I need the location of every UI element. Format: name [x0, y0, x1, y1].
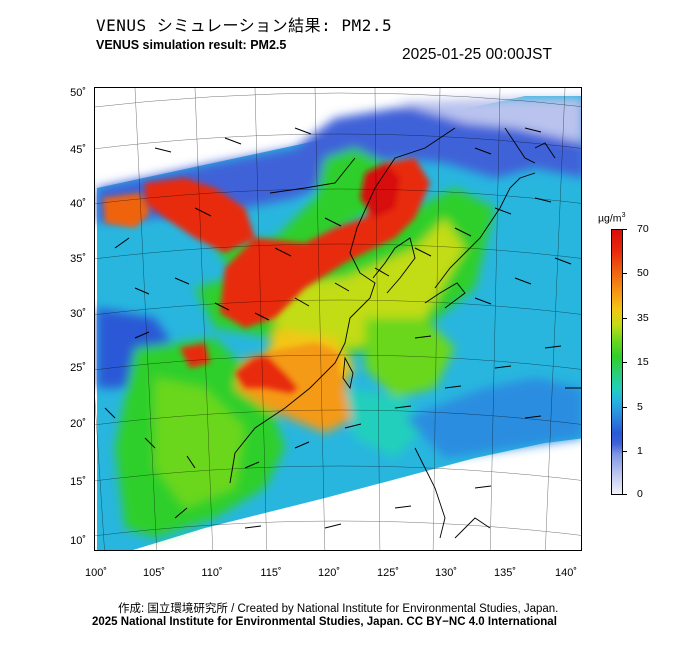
map-panel [94, 87, 582, 551]
colorbar-tick-5: 5 [637, 401, 643, 413]
pm25-map-svg [95, 88, 581, 550]
colorbar-tick-1: 1 [637, 445, 643, 457]
lon-label-110: 110˚ [201, 567, 223, 579]
lat-label-25: 25˚ [70, 362, 86, 374]
lon-label-115: 115˚ [260, 567, 282, 579]
lat-label-20: 20˚ [70, 418, 86, 430]
lat-label-45: 45˚ [70, 144, 86, 156]
lon-label-135: 135˚ [493, 567, 517, 579]
graticule [95, 88, 581, 550]
title-english: VENUS simulation result: PM2.5 [96, 38, 287, 52]
lat-label-40: 40˚ [70, 198, 86, 210]
copyright-line: 2025 National Institute for Environmenta… [92, 616, 557, 628]
lon-label-140: 140˚ [554, 567, 578, 579]
lon-label-120: 120˚ [317, 567, 341, 579]
colorbar-tick-35: 35 [637, 312, 649, 324]
lat-label-30: 30˚ [70, 308, 86, 320]
lon-label-105: 105˚ [142, 567, 166, 579]
colorbar [611, 229, 623, 495]
lat-label-50: 50˚ [70, 87, 86, 99]
lon-label-125: 125˚ [376, 567, 400, 579]
lat-label-10: 10˚ [70, 535, 86, 547]
lat-label-35: 35˚ [70, 253, 86, 265]
lon-label-130: 130˚ [434, 567, 458, 579]
lon-label-100: 100˚ [84, 567, 108, 579]
colorbar-unit: µg/m3 [598, 212, 626, 225]
credit-line: 作成: 国立環境研究所 / Created by National Instit… [118, 603, 559, 615]
colorbar-tick-70: 70 [637, 223, 649, 235]
colorbar-tick-50: 50 [637, 267, 649, 279]
coastlines [229, 127, 556, 539]
colorbar-tick-15: 15 [637, 356, 649, 368]
wind-vectors [104, 127, 581, 529]
timestamp: 2025-01-25 00:00JST [402, 46, 552, 63]
lat-label-15: 15˚ [70, 476, 86, 488]
title-japanese: VENUS シミュレーション結果: PM2.5 [96, 16, 393, 35]
colorbar-tick-0: 0 [637, 488, 643, 500]
